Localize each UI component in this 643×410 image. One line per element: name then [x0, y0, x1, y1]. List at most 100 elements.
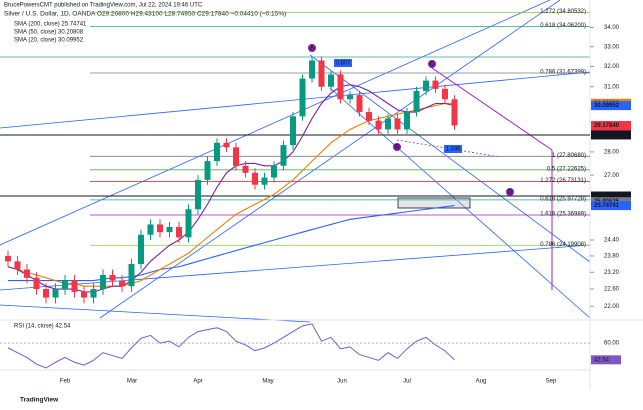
- candle-body: [271, 165, 277, 178]
- candle-body: [204, 161, 211, 180]
- rsi-legend: RSI (14, close) 42.54: [14, 324, 71, 330]
- candle-body: [128, 264, 135, 287]
- fib-label: 0.786 (24.19908): [540, 242, 586, 248]
- indicator-legend: SMA (200, close) 25.74741: [14, 22, 87, 28]
- candle-body: [71, 280, 78, 292]
- candle-body: [176, 227, 182, 238]
- candle-body: [423, 80, 429, 91]
- footer: TradingView: [20, 397, 59, 404]
- point-marker: [506, 188, 514, 196]
- candle-body: [185, 209, 192, 238]
- candle-body: [261, 177, 268, 185]
- price-label: 26.13540: [594, 194, 620, 200]
- rsi-value-box: [591, 355, 621, 365]
- candle-body: [52, 289, 59, 298]
- point-marker: [428, 60, 436, 68]
- candle-body: [337, 74, 344, 100]
- candle-body: [43, 289, 49, 298]
- annotation: 0.807: [335, 61, 351, 67]
- fib-label: 0.5 (27.22625): [547, 166, 586, 172]
- x-tick-label: Apr: [193, 379, 202, 385]
- fib-label: 0.618 (25.97728): [540, 196, 586, 202]
- candle-body: [33, 277, 40, 290]
- fib-label: 1 (27.80680): [552, 153, 586, 159]
- x-tick-label: Jun: [337, 379, 347, 385]
- point-marker: [308, 44, 316, 52]
- price-label-box: [591, 130, 631, 140]
- x-tick-label: Aug: [476, 379, 487, 385]
- candle-body: [375, 120, 382, 130]
- publisher: BrucePowersCMT published on TradingView.…: [4, 3, 203, 9]
- x-tick-label: Jul: [403, 379, 411, 385]
- y-tick-label: 24.40: [604, 238, 620, 244]
- annotation: D: [508, 190, 513, 196]
- candle-body: [166, 227, 173, 233]
- moving-average: [7, 84, 455, 293]
- candle-body: [451, 99, 458, 126]
- y-tick-label: 22.60: [604, 287, 620, 293]
- candle-body: [233, 147, 239, 166]
- candle-body: [290, 116, 296, 146]
- price-label-box: [591, 101, 631, 111]
- price-label-box: [591, 201, 631, 211]
- price-label: 29.17840: [594, 123, 620, 129]
- candle-body: [157, 224, 163, 233]
- y-tick-label: 28.00: [604, 149, 620, 155]
- price-label-box: [591, 121, 631, 131]
- candle-body: [62, 280, 68, 290]
- x-tick-label: Mar: [127, 379, 137, 385]
- indicator-legend: SMA (20, close) 30.09952: [14, 38, 84, 44]
- candle-body: [147, 224, 154, 235]
- candle-body: [318, 60, 325, 87]
- candle-body: [280, 145, 287, 166]
- y-tick-label: 34.00: [604, 25, 620, 31]
- annotation: 1.346: [445, 147, 461, 153]
- price-label: 25.74741: [594, 203, 620, 209]
- point-marker: [393, 143, 401, 151]
- candle-body: [14, 261, 21, 270]
- candle-body: [5, 255, 11, 262]
- annotation: B: [395, 145, 399, 151]
- candle-body: [299, 78, 306, 117]
- ratio-box: [334, 59, 352, 67]
- candle-body: [442, 88, 448, 100]
- rsi-value: 42.54: [594, 357, 610, 363]
- candle-body: [24, 269, 30, 278]
- candle-body: [90, 289, 97, 298]
- x-tick-label: Feb: [60, 379, 71, 385]
- moving-average: [8, 204, 455, 282]
- indicator-legend: SMA (50, close) 30.20808: [14, 30, 84, 36]
- candle-body: [100, 275, 106, 290]
- y-tick-label: 33.00: [604, 44, 620, 50]
- candle-body: [432, 80, 439, 89]
- candle-body: [328, 74, 334, 87]
- fib-label: 1.618 (25.36989): [540, 212, 586, 218]
- rsi-tick-label: 60.00: [604, 341, 620, 347]
- candle-body: [138, 234, 144, 265]
- candle-body: [347, 95, 353, 100]
- y-tick-label: 27.00: [604, 173, 620, 179]
- fib-label: 0.618 (34.06200): [540, 23, 586, 29]
- moving-average: [7, 102, 455, 287]
- rsi-line: [7, 323, 455, 369]
- candle-body: [356, 95, 363, 113]
- ratio-box: [444, 145, 462, 153]
- candle-body: [214, 142, 220, 162]
- candle-body: [195, 179, 201, 210]
- candle-body: [109, 275, 116, 281]
- fib-label: 1.272 (34.80532): [540, 9, 586, 15]
- x-tick-label: May: [262, 379, 273, 385]
- candle-body: [119, 280, 125, 287]
- candle-body: [413, 90, 420, 113]
- symbol-header: Silver / U.S. Dollar, 1D, OANDA O29.2680…: [4, 11, 286, 18]
- candle-body: [385, 118, 391, 130]
- candle-body: [242, 165, 249, 173]
- price-label-box: [591, 191, 631, 201]
- y-tick-label: 23.80: [604, 253, 620, 259]
- candle-body: [252, 172, 258, 185]
- y-tick-label: 23.20: [604, 270, 620, 276]
- y-tick-label: 22.00: [604, 304, 620, 310]
- candle-body: [366, 112, 372, 121]
- price-label: 28.75150: [594, 133, 620, 139]
